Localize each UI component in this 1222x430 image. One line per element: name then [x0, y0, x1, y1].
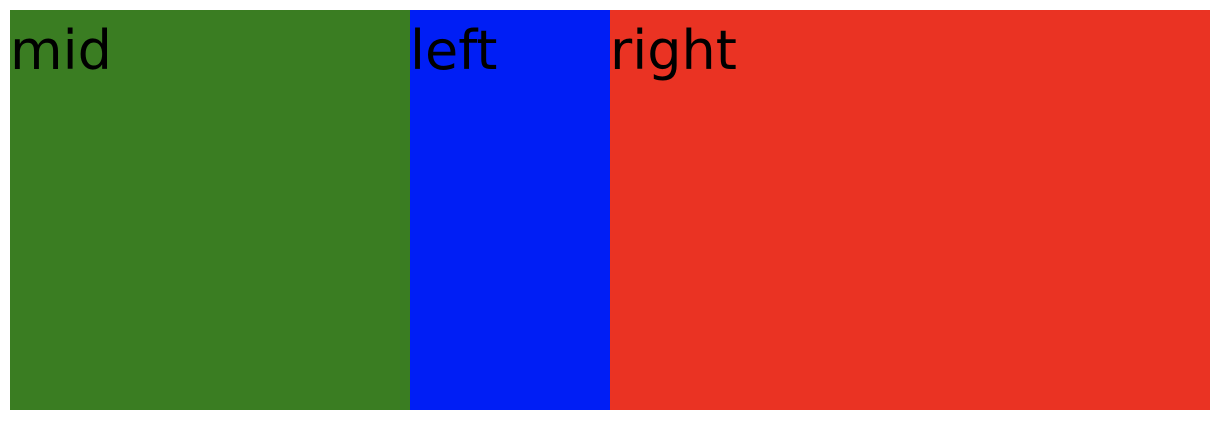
panel-right: right — [610, 10, 1210, 410]
flex-container: mid left right — [10, 10, 1210, 410]
panel-left: left — [410, 10, 610, 410]
panel-mid: mid — [10, 10, 410, 410]
